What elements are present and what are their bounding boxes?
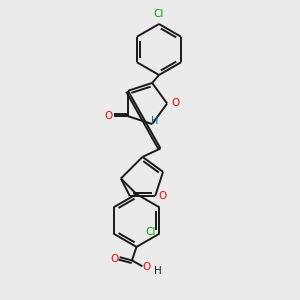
Text: H: H [151, 116, 158, 126]
Text: O: O [171, 98, 179, 109]
Text: Cl: Cl [146, 227, 156, 237]
Text: O: O [110, 254, 119, 264]
Text: O: O [159, 191, 167, 201]
Text: O: O [105, 111, 113, 121]
Text: Cl: Cl [154, 9, 164, 19]
Text: H: H [154, 266, 161, 276]
Text: O: O [142, 262, 151, 272]
